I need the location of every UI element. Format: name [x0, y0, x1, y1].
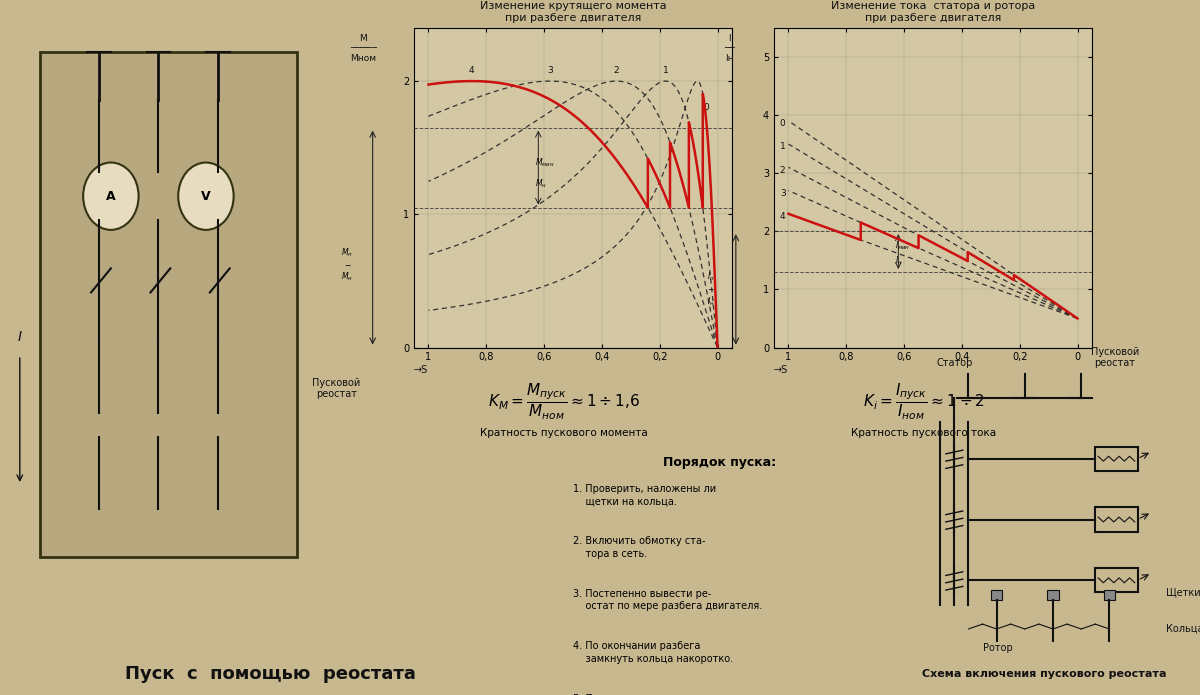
- Text: Кольца: Кольца: [1166, 624, 1200, 634]
- Text: I
──
Iн: I ── Iн: [724, 34, 734, 63]
- Text: 2: 2: [613, 66, 619, 75]
- Text: Пусковой
реостат: Пусковой реостат: [312, 378, 361, 400]
- Text: Статор: Статор: [936, 358, 972, 368]
- Text: M
─────
Mном: M ───── Mном: [349, 34, 377, 63]
- Bar: [1104, 590, 1115, 600]
- Text: Схема включения пускового реостата: Схема включения пускового реостата: [922, 669, 1166, 679]
- Text: $I_н$: $I_н$: [895, 254, 902, 267]
- Circle shape: [83, 163, 139, 230]
- Text: 0: 0: [780, 120, 786, 128]
- Bar: [1096, 447, 1138, 471]
- Text: Пуск  с  помощью  реостата: Пуск с помощью реостата: [125, 665, 415, 683]
- Text: →S: →S: [414, 365, 428, 375]
- Text: Ротор: Ротор: [983, 644, 1013, 653]
- Text: $K_i = \dfrac{I_{пуск}}{I_{ном}} \approx 1\div2$: $K_i = \dfrac{I_{пуск}}{I_{ном}} \approx…: [863, 382, 985, 422]
- Text: $I_{мин}$: $I_{мин}$: [895, 240, 911, 252]
- Title: Изменение крутящего момента
при разбеге двигателя: Изменение крутящего момента при разбеге …: [480, 1, 666, 23]
- Text: 2: 2: [780, 165, 786, 174]
- Text: Порядок пуска:: Порядок пуска:: [664, 456, 776, 469]
- Bar: [1096, 569, 1138, 592]
- Text: $M_н$: $M_н$: [535, 177, 547, 190]
- Text: $I_п$
─
$I_н$: $I_п$ ─ $I_н$: [707, 271, 714, 308]
- Text: $M_{мин}$: $M_{мин}$: [535, 156, 554, 168]
- Text: 3: 3: [780, 189, 786, 198]
- Bar: [40, 52, 298, 557]
- Text: 0: 0: [703, 103, 709, 112]
- Text: 1: 1: [662, 66, 668, 75]
- Bar: [1096, 507, 1138, 532]
- Text: $M_п$
─
$M_н$: $M_п$ ─ $M_н$: [341, 246, 353, 284]
- Text: Пусковой
реостат: Пусковой реостат: [1091, 347, 1139, 368]
- Text: $K_M = \dfrac{M_{пуск}}{M_{ном}} \approx 1\div1{,}6$: $K_M = \dfrac{M_{пуск}}{M_{ном}} \approx…: [488, 382, 640, 422]
- Text: Кратность пускового тока: Кратность пускового тока: [852, 428, 996, 438]
- Text: Щетки: Щетки: [1166, 587, 1200, 598]
- Text: →S: →S: [774, 365, 788, 375]
- Title: Изменение тока  статора и ротора
при разбеге двигателя: Изменение тока статора и ротора при разб…: [830, 1, 1036, 23]
- Text: 4: 4: [780, 212, 786, 221]
- Circle shape: [179, 163, 234, 230]
- Text: 4: 4: [469, 66, 475, 75]
- Text: 5. Привести реостат в ис-
    ходное положение, подготовив
    его к следующему : 5. Привести реостат в ис- ходное положен…: [574, 694, 749, 695]
- Text: 1: 1: [780, 142, 786, 152]
- Bar: [991, 590, 1002, 600]
- Text: A: A: [106, 190, 115, 203]
- Text: 3: 3: [547, 66, 553, 75]
- Text: V: V: [202, 190, 211, 203]
- Text: I: I: [18, 329, 22, 343]
- Text: 3. Постепенно вывести ре-
    остат по мере разбега двигателя.: 3. Постепенно вывести ре- остат по мере …: [574, 589, 763, 611]
- Text: 1. Проверить, наложены ли
    щетки на кольца.: 1. Проверить, наложены ли щетки на кольц…: [574, 484, 716, 507]
- Bar: [1048, 590, 1058, 600]
- Text: 2. Включить обмотку ста-
    тора в сеть.: 2. Включить обмотку ста- тора в сеть.: [574, 537, 706, 559]
- Text: 4. По окончании разбега
    замкнуть кольца накоротко.: 4. По окончании разбега замкнуть кольца …: [574, 641, 733, 664]
- Text: Кратность пускового момента: Кратность пускового момента: [480, 428, 648, 438]
